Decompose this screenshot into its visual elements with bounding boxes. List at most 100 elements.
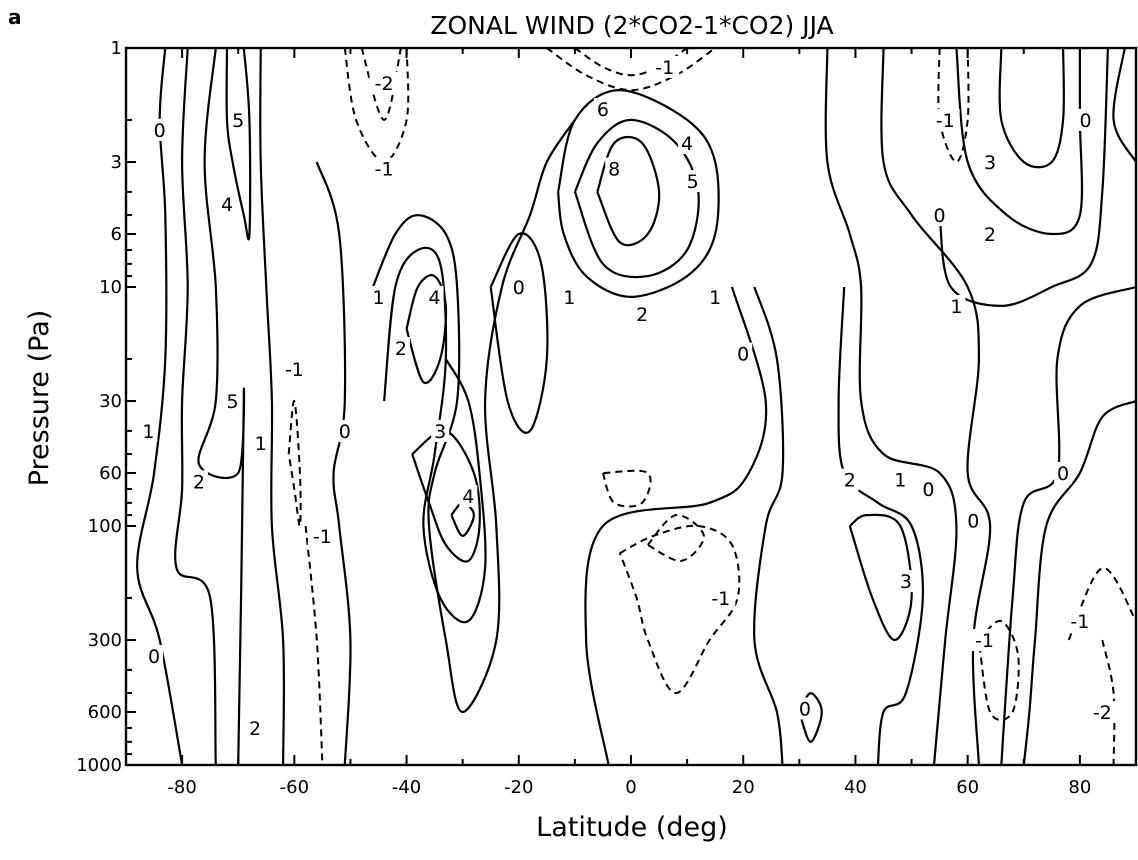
x-tick-label: 20 bbox=[732, 777, 755, 798]
contour-line-20 bbox=[574, 48, 688, 77]
contour-label-22: 6 bbox=[597, 99, 609, 121]
contour-label-27: -1 bbox=[711, 588, 730, 610]
x-tick-label: -20 bbox=[504, 777, 533, 798]
x-tick-label: 40 bbox=[844, 777, 867, 798]
contour-label-bg-10 bbox=[223, 390, 242, 412]
contour-label-bg-37 bbox=[1076, 108, 1095, 131]
contour-line-37 bbox=[977, 620, 1020, 721]
contour-label-bg-14 bbox=[335, 419, 354, 442]
contour-label-bg-34 bbox=[981, 151, 1000, 173]
contour-line-29 bbox=[880, 48, 992, 765]
contour-label-bg-32 bbox=[930, 204, 949, 227]
y-tick-label: 600 bbox=[88, 702, 122, 723]
contour-label-39: 0 bbox=[1057, 463, 1069, 485]
y-axis-ticks: 1 3 6 10 30 60 100 300 600 1000 bbox=[76, 38, 136, 776]
contour-label-8: 3 bbox=[434, 421, 446, 443]
contour-line-24 bbox=[618, 524, 741, 695]
x-tick-label: 60 bbox=[956, 777, 979, 798]
contour-label-13: 1 bbox=[255, 433, 267, 455]
contour-label-10: 5 bbox=[227, 391, 239, 413]
contour-label-bg-28 bbox=[840, 468, 859, 491]
contour-label-bg-43 bbox=[795, 697, 814, 720]
contour-label-33: 2 bbox=[984, 224, 996, 246]
contour-label-bg-44 bbox=[145, 645, 164, 667]
contour-line-25 bbox=[647, 514, 705, 562]
x-tick-label: 80 bbox=[1068, 777, 1091, 798]
contour-line-35 bbox=[1000, 285, 1136, 765]
contour-label-bg-36 bbox=[947, 294, 966, 317]
y-tick-label: 300 bbox=[88, 630, 122, 651]
contour-label-24: 5 bbox=[687, 171, 699, 193]
x-axis-ticks: -80 -60 -40 -20 0 20 40 60 80 bbox=[125, 48, 1137, 798]
contour-label-bg-25 bbox=[650, 55, 680, 78]
contour-line-1 bbox=[174, 48, 217, 765]
contour-line-28 bbox=[824, 48, 958, 765]
contour-label-bg-11 bbox=[139, 419, 158, 442]
contour-label-bg-31 bbox=[919, 478, 938, 500]
contour-label-9: -1 bbox=[285, 359, 304, 381]
contour-label-41: -1 bbox=[1070, 611, 1089, 633]
contour-label-2: 4 bbox=[221, 194, 233, 216]
contour-label-40: -1 bbox=[975, 630, 994, 652]
x-tick-label: -40 bbox=[392, 777, 421, 798]
contour-label-bg-40 bbox=[970, 629, 999, 651]
contour-label-7: 4 bbox=[429, 287, 441, 309]
contour-line-36 bbox=[1022, 399, 1136, 765]
contour-label-bg-13 bbox=[251, 432, 270, 455]
contour-label-bg-9 bbox=[279, 357, 309, 380]
contour-label-23: 4 bbox=[681, 133, 693, 155]
y-tick-label: 3 bbox=[111, 152, 122, 173]
y-tick-label: 10 bbox=[99, 277, 122, 298]
contour-label-bg-16 bbox=[459, 485, 478, 508]
contour-line-39 bbox=[1101, 639, 1116, 765]
y-axis-label: Pressure (Pa) bbox=[24, 310, 55, 487]
contour-label-16: 4 bbox=[462, 486, 474, 508]
contour-label-14: 0 bbox=[339, 421, 351, 443]
contour-line-33 bbox=[938, 48, 1109, 308]
contour-label-26: 0 bbox=[737, 344, 749, 366]
contour-label-bg-3 bbox=[369, 71, 399, 94]
contour-label-bg-17 bbox=[509, 276, 528, 298]
contour-label-bg-21 bbox=[605, 157, 624, 180]
contour-label-bg-29 bbox=[891, 468, 910, 491]
contour-line-26 bbox=[837, 286, 924, 765]
contour-label-bg-42 bbox=[1087, 701, 1117, 723]
contour-line-19 bbox=[546, 48, 716, 92]
contour-label-bg-18 bbox=[560, 285, 579, 308]
contour-label-37: 0 bbox=[1079, 110, 1091, 132]
contour-label-bg-5 bbox=[369, 285, 388, 308]
contour-label-bg-15 bbox=[307, 524, 337, 547]
chart-title: ZONAL WIND (2*CO2-1*CO2) JJA bbox=[430, 11, 833, 40]
contour-line-6 bbox=[304, 525, 324, 765]
contour-line-11 bbox=[383, 246, 487, 624]
contour-label-29: 1 bbox=[894, 470, 906, 492]
contour-label-11: 1 bbox=[142, 421, 154, 443]
contour-line-38 bbox=[1067, 567, 1136, 641]
contour-label-28: 2 bbox=[844, 470, 856, 492]
contour-label-bg-8 bbox=[431, 419, 450, 442]
contour-label-bg-27 bbox=[706, 586, 736, 609]
contour-label-bg-0 bbox=[150, 118, 169, 141]
contour-label-bg-33 bbox=[981, 223, 1000, 245]
contour-line-7 bbox=[315, 161, 352, 765]
contour-line-27 bbox=[848, 513, 913, 642]
contour-label-bg-4 bbox=[369, 157, 399, 180]
contour-line-16 bbox=[557, 88, 720, 299]
y-tick-label: 1000 bbox=[76, 755, 122, 776]
contour-label-21: 8 bbox=[608, 159, 620, 181]
contour-line-40 bbox=[798, 691, 823, 743]
contour-line-34 bbox=[1112, 48, 1136, 163]
contour-line-18 bbox=[596, 135, 661, 247]
contour-label-15: -1 bbox=[313, 526, 332, 548]
contour-label-bg-30 bbox=[896, 570, 915, 593]
x-tick-label: -80 bbox=[167, 777, 196, 798]
contour-label-bg-22 bbox=[593, 98, 612, 120]
y-tick-label: 100 bbox=[88, 516, 122, 537]
contour-line-3 bbox=[225, 48, 252, 241]
contour-label-bg-20 bbox=[706, 285, 725, 308]
contour-label-35: -1 bbox=[936, 110, 955, 132]
contour-label-25: -1 bbox=[655, 57, 674, 79]
x-axis-label: Latitude (deg) bbox=[536, 812, 728, 843]
contour-label-18: 1 bbox=[563, 287, 575, 309]
